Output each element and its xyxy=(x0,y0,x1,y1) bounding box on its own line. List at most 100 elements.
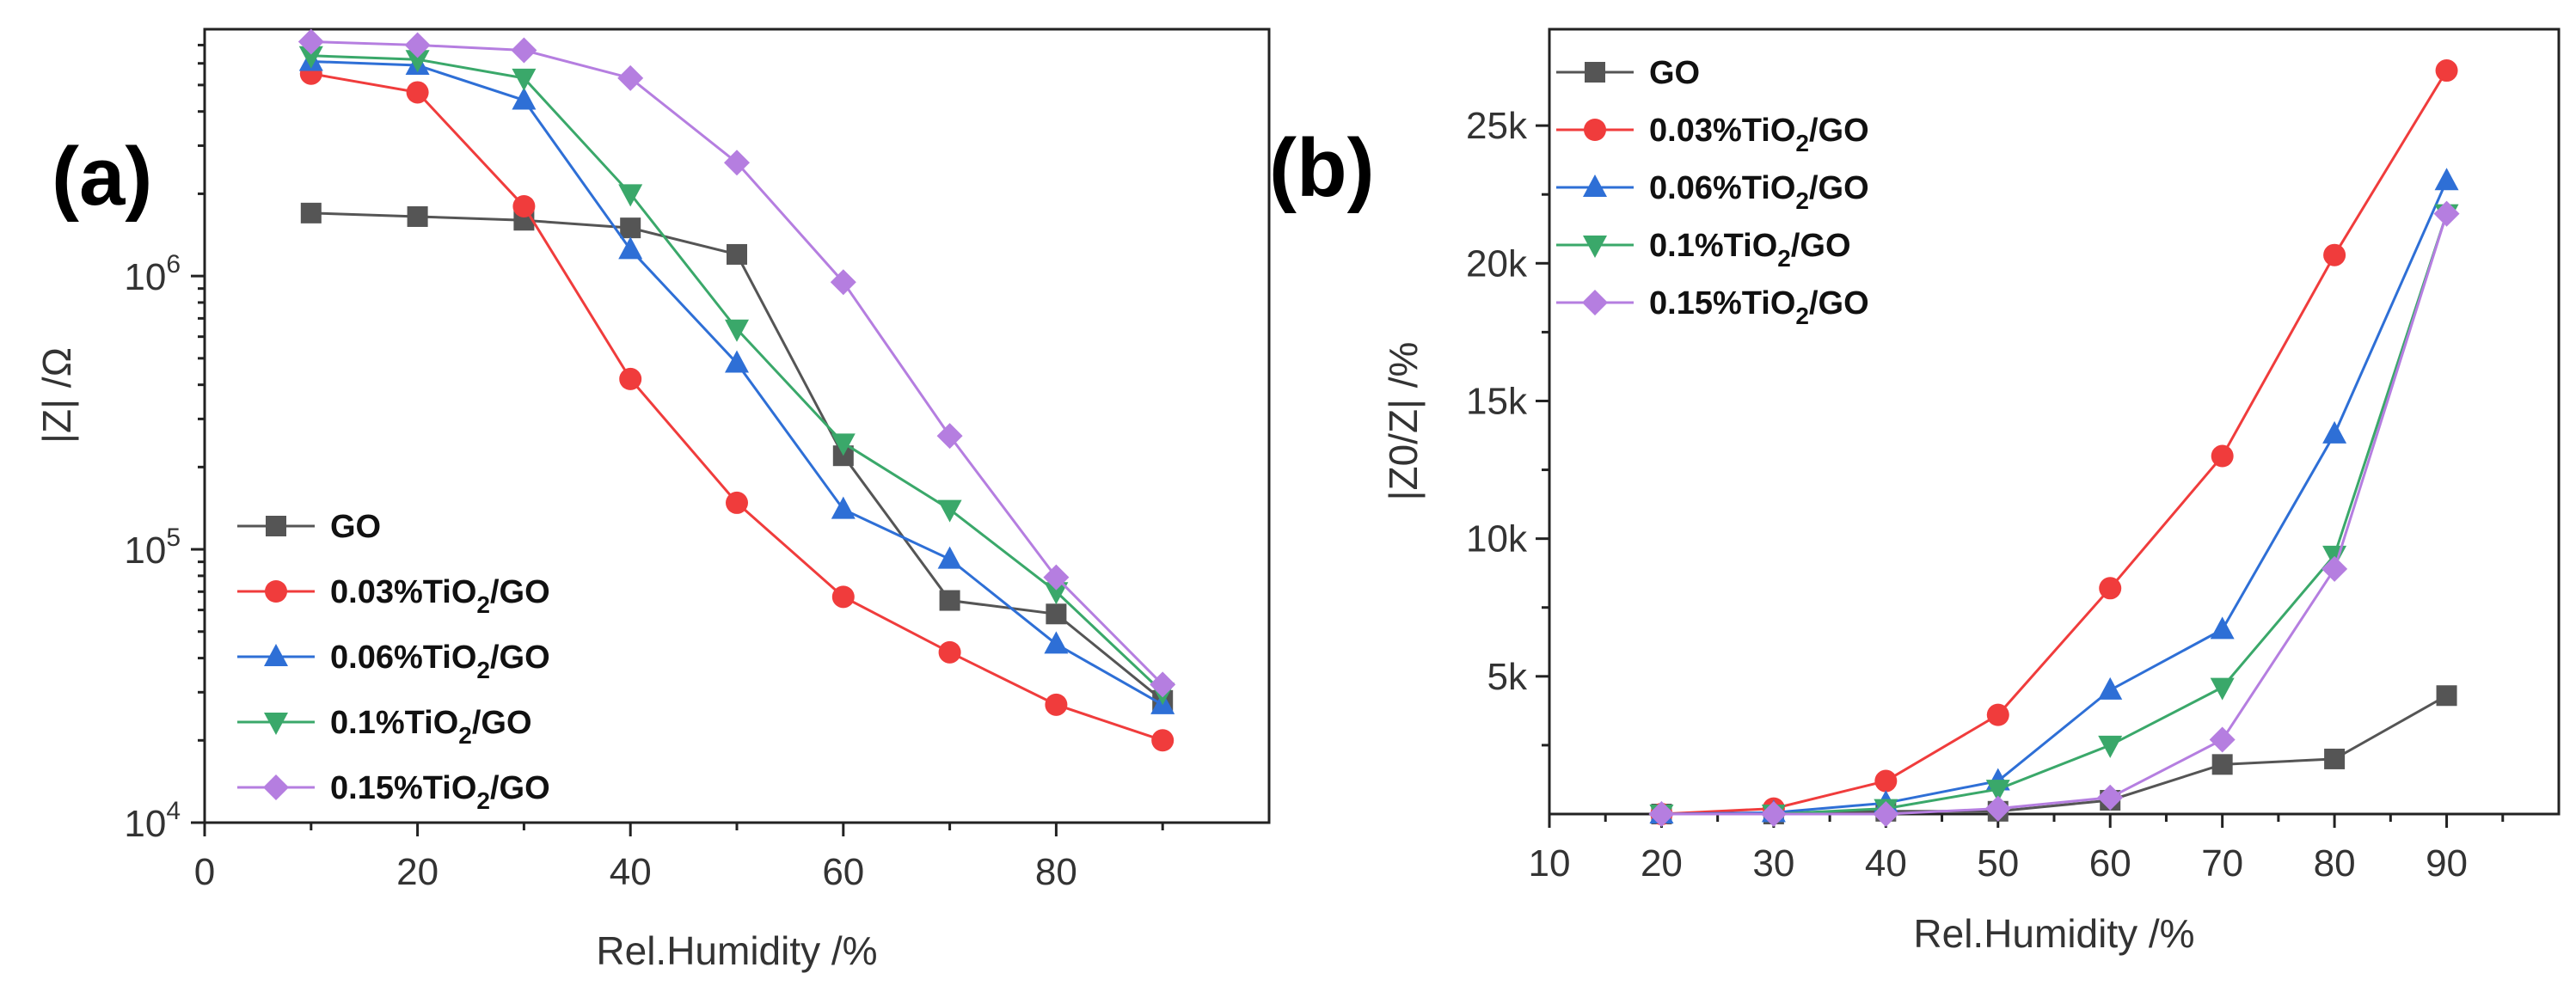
data-point xyxy=(937,499,962,523)
panel-b: (b) 10 20 30 40 50 60 70 80 90 5k 10k 15k 20k 25k Rel.H… xyxy=(1269,28,2561,956)
data-point xyxy=(618,236,643,260)
y-tick-label: 106 xyxy=(124,250,181,298)
data-point xyxy=(1986,703,2009,726)
data-point xyxy=(1985,780,2010,803)
data-point xyxy=(406,81,429,104)
data-point xyxy=(2436,685,2457,707)
legend-label-4: 0.15%TiO2/GO xyxy=(1649,285,1869,329)
data-point xyxy=(2211,754,2233,775)
legend-marker xyxy=(263,774,289,800)
legend-label-1: 0.03%TiO2/GO xyxy=(330,574,550,618)
x-tick-label: 10 xyxy=(1529,842,1571,885)
data-point xyxy=(2323,243,2346,266)
data-point xyxy=(2211,444,2234,468)
x-tick-label: 60 xyxy=(2089,842,2131,885)
data-point xyxy=(831,585,855,609)
data-point xyxy=(831,496,856,519)
data-point xyxy=(405,50,430,73)
x-tick-label: 50 xyxy=(1977,842,2019,885)
legend: GO 0.03%TiO2/GO 0.06%TiO2/GO 0.1%TiO2/GO 0.1… xyxy=(1556,55,1869,329)
panel-label: (a) xyxy=(52,131,152,223)
data-point xyxy=(724,150,750,176)
legend-marker xyxy=(1583,236,1607,258)
series-4 xyxy=(297,28,1176,698)
data-point xyxy=(1873,801,1899,827)
series-line xyxy=(1661,180,2448,816)
legend-label-0: GO xyxy=(1649,55,1700,91)
data-point xyxy=(512,68,537,91)
legend-label-1: 0.03%TiO2/GO xyxy=(1649,113,1869,156)
data-point xyxy=(2434,168,2459,191)
x-tick-label: 20 xyxy=(1641,842,1683,885)
data-point xyxy=(831,433,856,456)
data-point xyxy=(727,243,747,265)
data-point xyxy=(1150,671,1176,698)
plot-frame xyxy=(203,28,1271,824)
x-tick-label: 70 xyxy=(2201,842,2243,885)
data-point xyxy=(1760,801,1787,827)
x-tick-label: 90 xyxy=(2426,842,2468,885)
x-tick-label: 80 xyxy=(2314,842,2356,885)
y-tick-label: 15k xyxy=(1466,380,1528,422)
y-tick-label: 25k xyxy=(1466,105,1528,147)
x-tick-label: 20 xyxy=(396,851,439,893)
x-tick-label: 80 xyxy=(1035,851,1077,893)
y-tick-label: 105 xyxy=(124,523,181,572)
data-point xyxy=(1044,631,1069,654)
series-line xyxy=(1661,213,2448,816)
legend-marker xyxy=(264,644,288,666)
y-tick-label: 10k xyxy=(1466,518,1528,560)
data-point xyxy=(620,217,641,239)
data-point xyxy=(2209,726,2236,753)
data-point xyxy=(1151,729,1175,752)
data-point xyxy=(936,423,963,450)
legend-label-0: GO xyxy=(330,509,381,545)
series-1 xyxy=(299,62,1175,752)
x-tick-label: 0 xyxy=(194,851,215,893)
legend-marker xyxy=(265,580,287,603)
legend-marker xyxy=(264,713,288,735)
series-0 xyxy=(300,202,1174,711)
data-point xyxy=(725,350,749,373)
data-point xyxy=(298,46,323,69)
data-point xyxy=(937,546,962,569)
legend-marker xyxy=(266,516,286,536)
y-tick-label: 5k xyxy=(1487,656,1528,698)
data-point xyxy=(2435,59,2458,83)
data-point xyxy=(1984,795,2011,822)
y-tick-label: 20k xyxy=(1466,242,1528,285)
data-point xyxy=(511,37,537,64)
legend-label-2: 0.06%TiO2/GO xyxy=(330,640,550,683)
data-point xyxy=(512,194,536,217)
x-tick-label: 60 xyxy=(822,851,864,893)
data-point xyxy=(2098,735,2123,758)
data-point xyxy=(1043,564,1070,591)
data-point xyxy=(1044,582,1069,605)
legend-label-3: 0.1%TiO2/GO xyxy=(330,705,532,749)
x-tick-label: 40 xyxy=(610,851,652,893)
series-line xyxy=(1661,70,2448,816)
data-point xyxy=(512,87,537,110)
data-point xyxy=(1648,801,1675,827)
data-point xyxy=(2099,577,2122,600)
y-tick-label: 104 xyxy=(124,797,181,845)
panel-label: (b) xyxy=(1269,122,1375,214)
data-point xyxy=(404,32,431,58)
data-point xyxy=(2433,200,2460,227)
series-2 xyxy=(1649,168,2459,823)
data-point xyxy=(619,367,642,390)
data-point xyxy=(618,184,643,207)
data-point xyxy=(407,205,428,227)
legend-marker xyxy=(1584,119,1606,141)
data-point xyxy=(830,269,856,296)
data-point xyxy=(1046,603,1067,625)
data-point xyxy=(938,640,961,664)
legend-label-3: 0.1%TiO2/GO xyxy=(1649,228,1851,272)
data-point xyxy=(300,202,322,223)
data-point xyxy=(2098,676,2123,700)
data-point xyxy=(297,28,324,55)
data-point xyxy=(2324,748,2346,769)
series-4 xyxy=(1648,200,2460,827)
y-axis-title: |Z0/Z| /% xyxy=(1381,342,1426,501)
